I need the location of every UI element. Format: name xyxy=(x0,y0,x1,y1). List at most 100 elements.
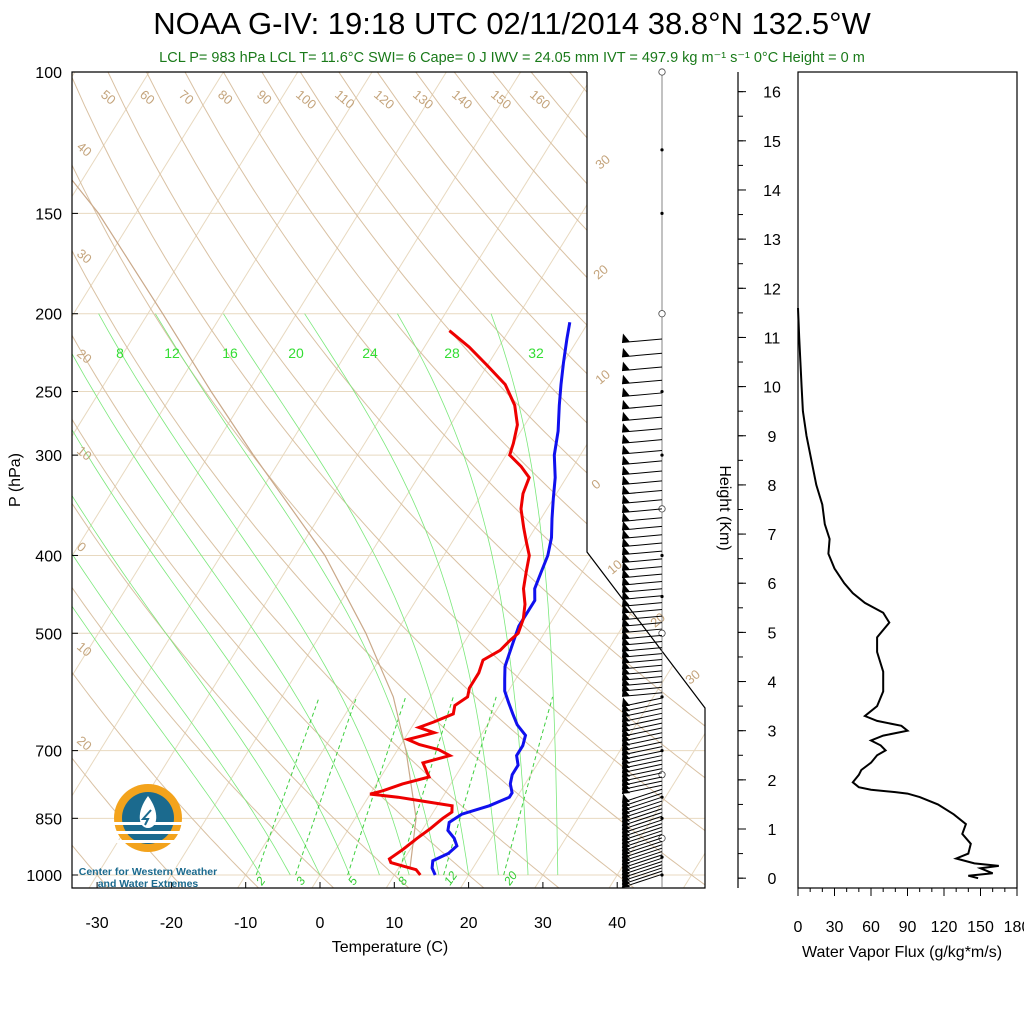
moist-adiabat-label: 16 xyxy=(222,345,238,361)
wind-barb-flag xyxy=(622,423,630,433)
wind-barb-flag xyxy=(622,654,630,664)
chart-title: NOAA G-IV: 19:18 UTC 02/11/2014 38.8°N 1… xyxy=(153,6,871,41)
flux-tick-label: 60 xyxy=(862,919,880,936)
y-tick-label: 150 xyxy=(35,206,62,223)
moist-adiabat-line xyxy=(397,313,529,876)
flux-tick-label: 30 xyxy=(826,919,844,936)
wind-barb xyxy=(621,826,663,841)
mixing-ratio-line xyxy=(255,696,320,876)
isotherm-line xyxy=(72,72,544,888)
wind-barb xyxy=(621,851,663,866)
wind-barb xyxy=(621,812,663,827)
wind-barb xyxy=(621,792,663,807)
dry-adiabat-line xyxy=(72,72,414,888)
mixing-ratio-line xyxy=(347,696,407,876)
dry-adiabat-line xyxy=(72,72,339,888)
wind-barb-flag xyxy=(622,659,630,669)
logo-bolt xyxy=(140,809,152,826)
moist-adiabat-label: 28 xyxy=(444,345,460,361)
calm-circle xyxy=(658,629,666,637)
wind-barb xyxy=(621,804,663,819)
dry-adiabat-line xyxy=(128,72,705,888)
wind-barb xyxy=(621,815,663,830)
height-tick-label: 0 xyxy=(768,871,777,888)
wvf-frame xyxy=(797,71,1018,889)
wind-barb xyxy=(621,870,663,885)
mixing-ratio-line xyxy=(397,696,454,876)
x-tick-label: -10 xyxy=(234,915,257,932)
x-tick-label: 10 xyxy=(385,915,403,932)
wind-barb-flag xyxy=(622,434,630,444)
isotherm-line xyxy=(309,72,705,888)
y-tick-label: 200 xyxy=(35,307,62,324)
calm-circle xyxy=(658,310,666,318)
wind-barb-flag xyxy=(622,465,630,475)
moist-adiabat-line xyxy=(98,313,410,876)
height-tick-label: 11 xyxy=(764,330,781,347)
wind-barb-flag xyxy=(622,445,630,455)
dry-adiabat-line xyxy=(91,72,705,888)
wind-barb xyxy=(621,861,663,876)
wind-barb-flag xyxy=(622,642,630,652)
logo-text-line2: and Water Extremes xyxy=(97,878,199,890)
moist-adiabat-label: 20 xyxy=(288,345,304,361)
logo-text: Center for Western Weather and Water Ext… xyxy=(70,866,226,890)
mixing-ratio-label: 20 xyxy=(500,868,520,888)
wind-barb-flag xyxy=(622,687,630,697)
wind-barb xyxy=(621,844,663,859)
wind-barb xyxy=(621,796,663,811)
dry-adiabat-line xyxy=(165,72,705,888)
height-tick-label: 3 xyxy=(768,724,777,741)
wind-barb-flag xyxy=(622,512,630,522)
wind-barb-flag xyxy=(622,503,630,513)
mixing-ratio-line xyxy=(295,696,358,876)
height-tick-label: 6 xyxy=(768,576,777,593)
wind-barb-flag xyxy=(622,604,630,614)
wind-barb-flag xyxy=(622,784,630,794)
y-tick-label: 400 xyxy=(35,548,62,565)
wind-barb-flag xyxy=(622,636,630,646)
flux-axis-label: Water Vapor Flux (g/kg*m/s) xyxy=(802,944,1002,961)
y-tick-label: 300 xyxy=(35,448,62,465)
wind-barb xyxy=(621,837,663,852)
dry-adiabat-line xyxy=(240,72,705,888)
barb-dot xyxy=(660,211,664,216)
barb-dot xyxy=(660,453,664,457)
y-tick-label: 1000 xyxy=(26,868,62,885)
y-tick-label: 500 xyxy=(35,626,62,643)
wind-barb xyxy=(621,864,663,879)
wind-barb-flag xyxy=(622,520,630,530)
wind-barb-flag xyxy=(622,610,630,620)
logo-wave xyxy=(114,831,182,834)
x-tick-label: 20 xyxy=(460,915,478,932)
wind-barb xyxy=(621,800,663,815)
wind-barb xyxy=(621,873,663,888)
mixing-ratio-line xyxy=(503,696,554,876)
height-tick-label: 4 xyxy=(768,675,777,692)
wind-barb-flag xyxy=(622,576,630,586)
moist-adiabat-line xyxy=(72,313,321,876)
wind-barb-flag xyxy=(622,617,630,627)
barb-dot xyxy=(660,695,664,699)
wind-barb-flag xyxy=(622,545,630,555)
wind-barb xyxy=(621,854,663,869)
height-tick-label: 16 xyxy=(763,85,781,102)
barb-dot xyxy=(660,148,664,152)
x-tick-label: -30 xyxy=(86,915,109,932)
wind-barb-flag xyxy=(622,590,630,600)
chart-subtitle: LCL P= 983 hPa LCL T= 11.6°C SWI= 6 Cape… xyxy=(159,50,865,66)
flux-line xyxy=(797,307,999,880)
dry-adiabat-line xyxy=(72,72,263,888)
isotherm-line xyxy=(531,72,705,888)
logo-wave xyxy=(114,840,182,843)
wind-barb xyxy=(621,840,663,856)
wind-barb xyxy=(621,847,663,862)
wind-barb-flag xyxy=(622,475,630,485)
wind-barb-flag xyxy=(622,583,630,593)
dry-adiabat-line xyxy=(203,72,705,888)
y-tick-label: 100 xyxy=(35,65,62,82)
wind-barb xyxy=(621,833,663,849)
wind-barb-flag xyxy=(622,553,630,563)
wind-barb-flag xyxy=(622,399,630,409)
